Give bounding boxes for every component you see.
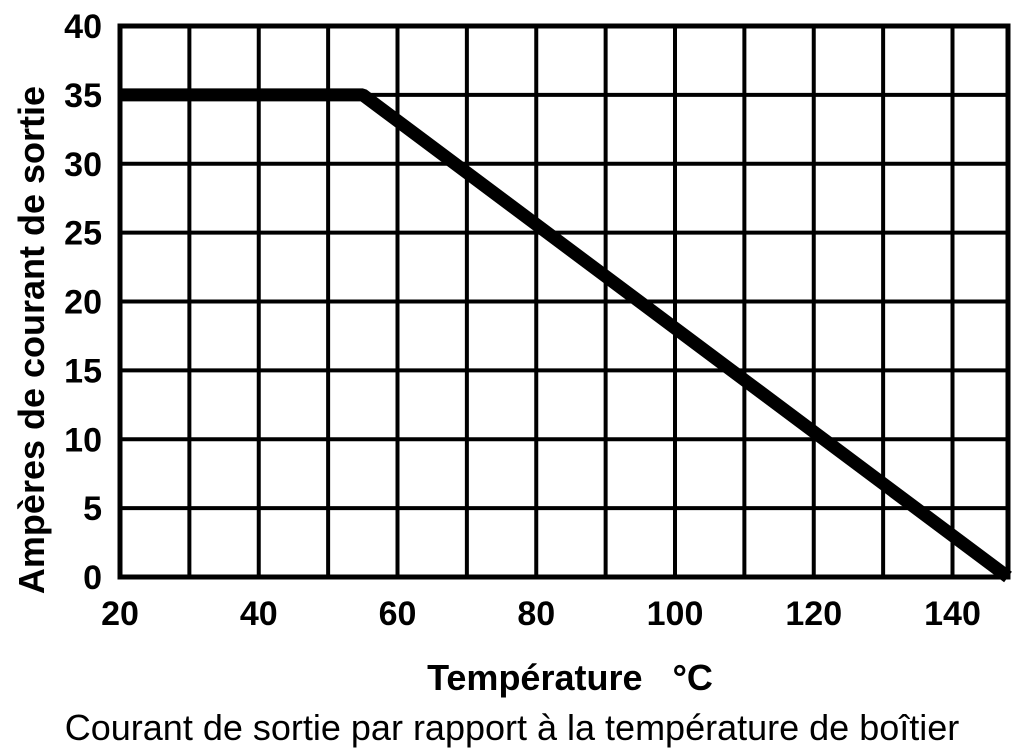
x-tick-label: 140	[924, 595, 981, 633]
x-tick-label: 100	[647, 595, 704, 633]
y-tick-labels: 0 5 10 15 20 25 30 35 40	[64, 8, 102, 597]
chart-title: Courant de sortie par rapport à la tempé…	[65, 707, 960, 748]
x-tick-label: 80	[517, 595, 555, 633]
y-tick-label: 10	[64, 421, 102, 459]
y-tick-label: 15	[64, 352, 102, 390]
y-tick-label: 35	[64, 77, 102, 115]
y-tick-label: 0	[83, 559, 102, 597]
y-tick-label: 5	[83, 490, 102, 528]
y-tick-label: 25	[64, 215, 102, 253]
x-tick-labels: 20 40 60 80 100 120 140	[101, 595, 981, 633]
y-axis-label: Ampères de courant de sortie	[11, 86, 52, 594]
y-tick-label: 30	[64, 146, 102, 184]
y-tick-label: 20	[64, 284, 102, 322]
series-layer	[120, 88, 1012, 583]
x-tick-label: 120	[785, 595, 842, 633]
x-tick-label: 20	[101, 595, 139, 633]
series-line	[120, 88, 1012, 583]
x-axis-label: Température °C	[427, 657, 713, 698]
grid	[117, 23, 1011, 580]
x-tick-label: 40	[240, 595, 278, 633]
x-tick-label: 60	[379, 595, 417, 633]
plot-frame	[117, 23, 1011, 580]
y-tick-label: 40	[64, 8, 102, 46]
